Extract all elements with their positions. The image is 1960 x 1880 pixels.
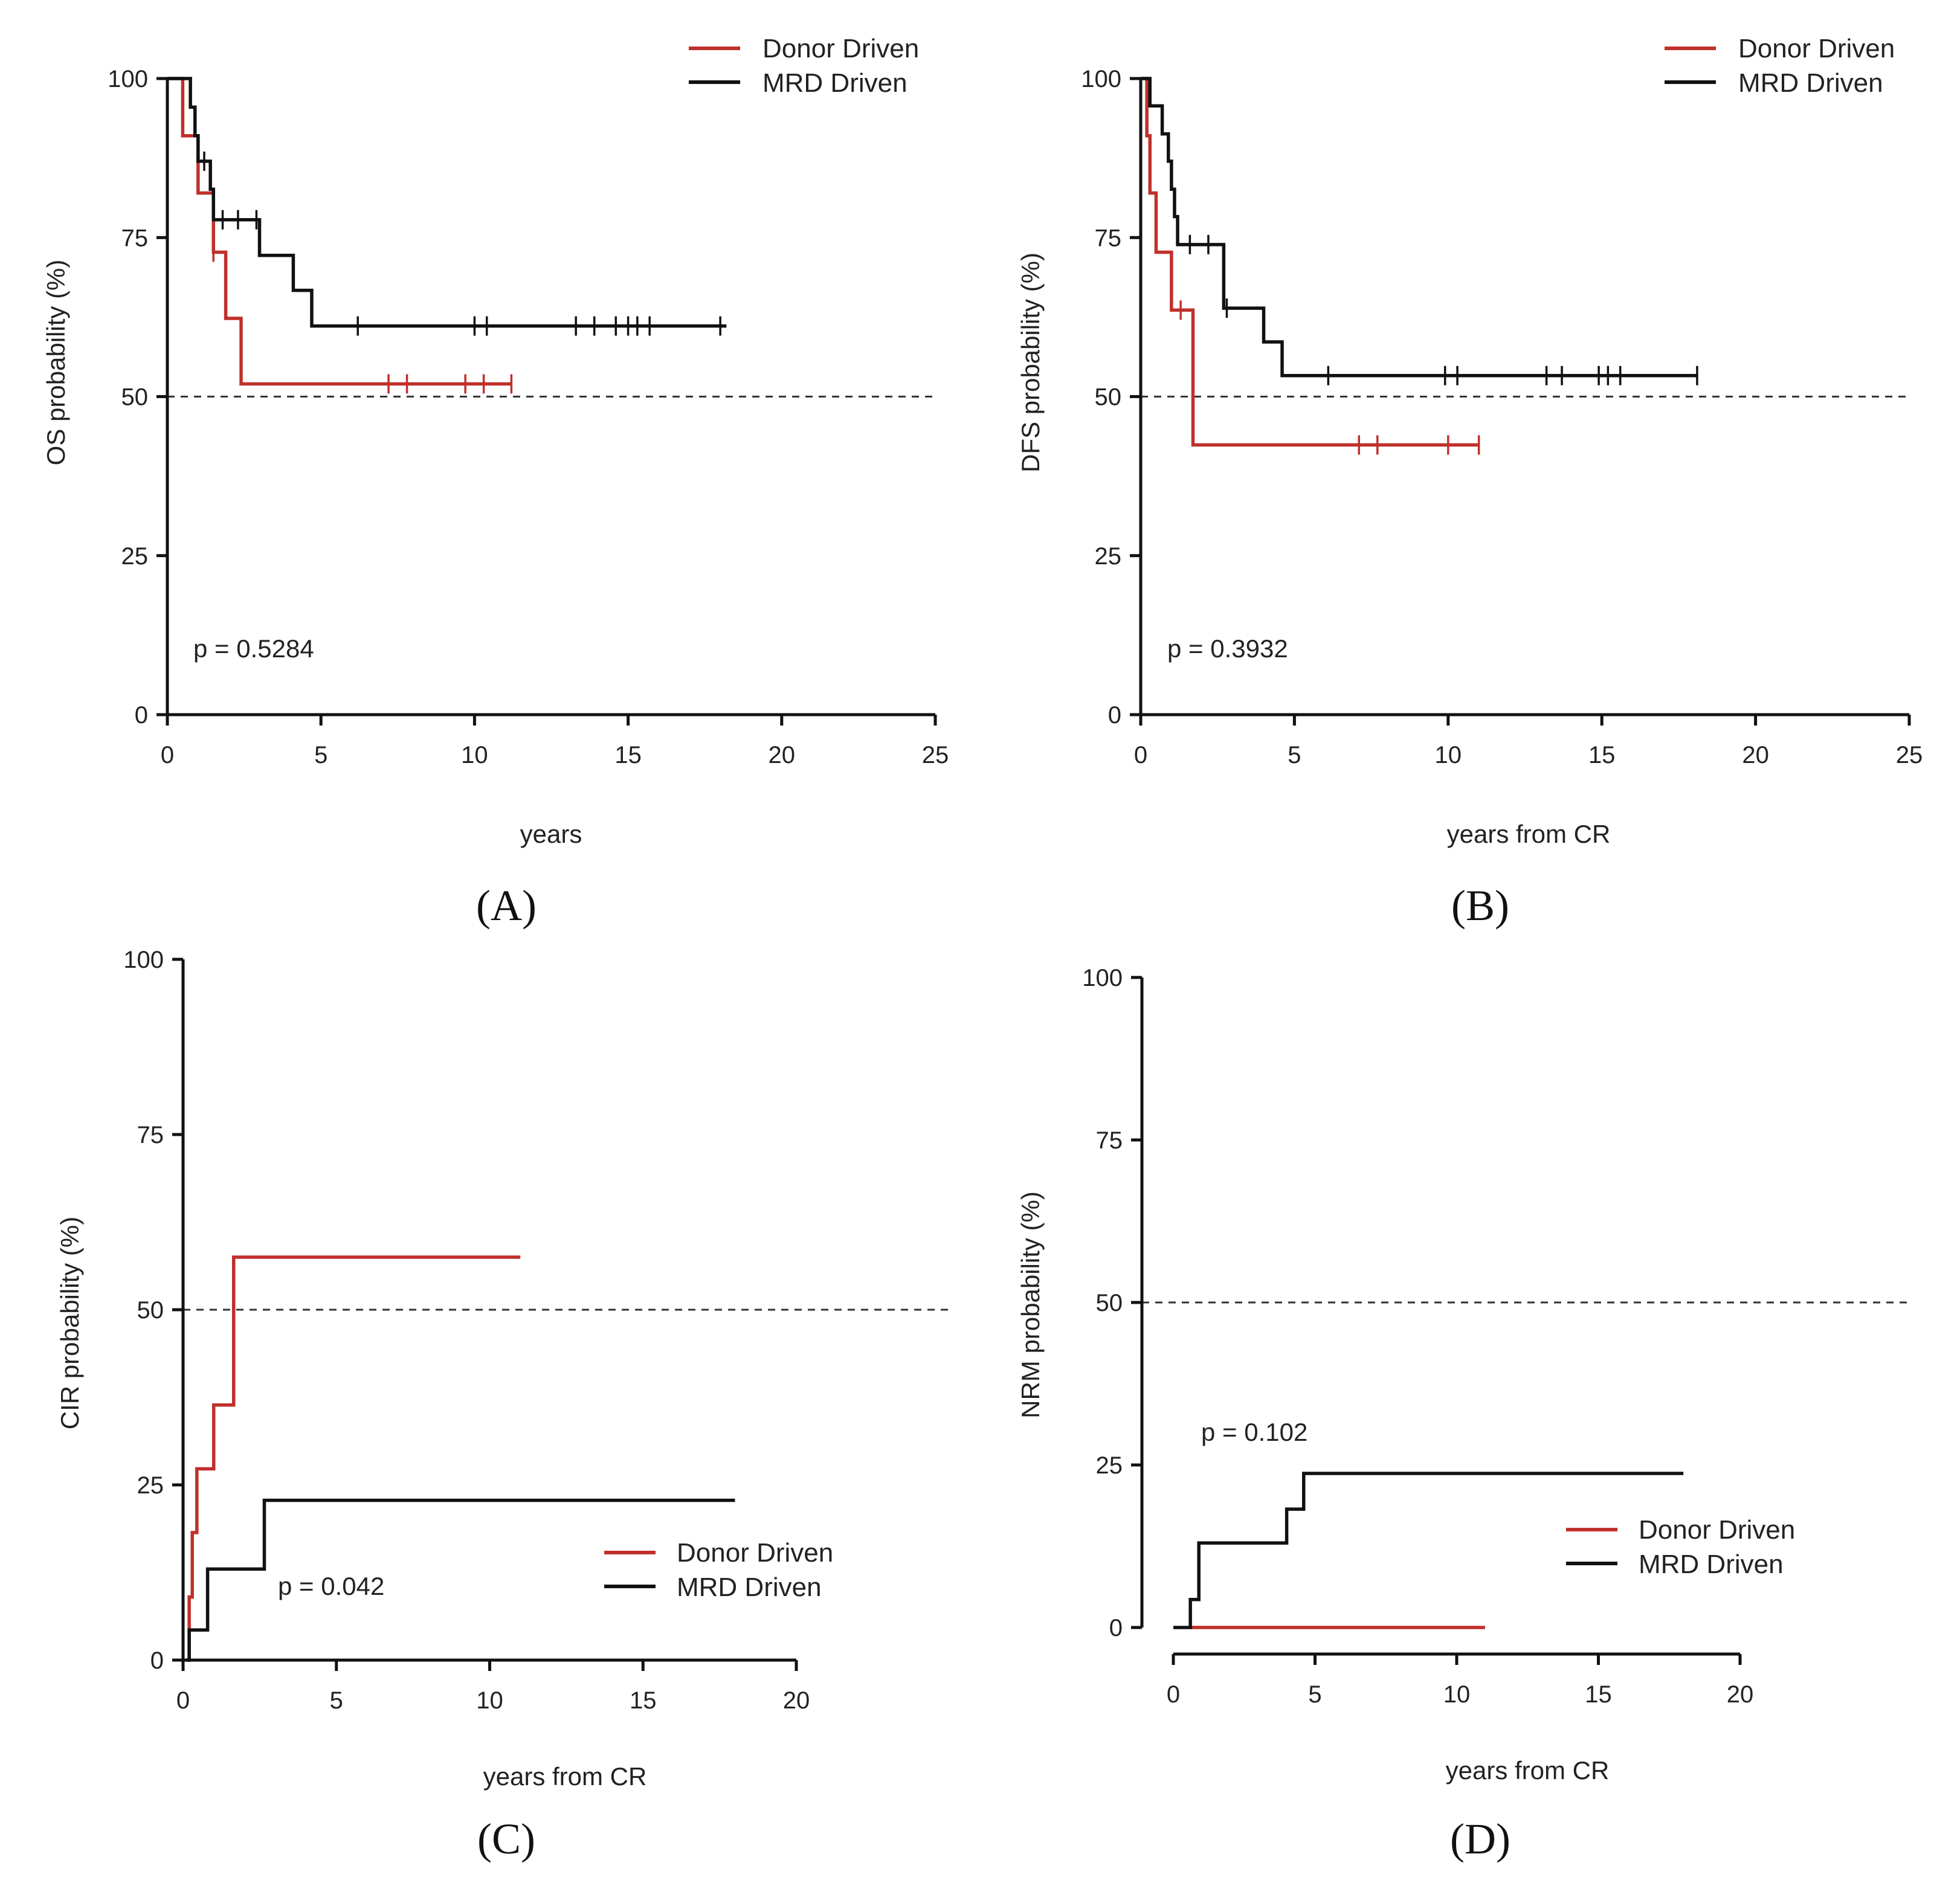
panel-b-x-tick-label: 15 — [1588, 742, 1616, 768]
panel-c-x-tick-label: 15 — [630, 1687, 657, 1714]
panel-a-curve-mrd — [167, 77, 727, 328]
panel-b-x-tick-label: 10 — [1435, 742, 1462, 768]
panel-b-curve-mrd — [1141, 77, 1697, 378]
panel-d-legend-mrd: MRD Driven — [1639, 1550, 1784, 1579]
panel-a-os: OS probability (%) years p = 0.5284 Dono… — [42, 34, 949, 930]
panel-b-y-tick-label: 0 — [1108, 702, 1121, 729]
panel-c-curve-mrd — [186, 1498, 735, 1662]
panel-a-x-tick-label: 15 — [614, 742, 642, 768]
panel-d-curve-mrd — [1173, 1472, 1684, 1629]
panel-b-xlabel: years from CR — [1447, 820, 1611, 848]
panel-b-x-tick-label: 20 — [1742, 742, 1769, 768]
panel-b-curve-donor — [1141, 77, 1479, 447]
panel-b-y-tick-label: 100 — [1081, 66, 1121, 92]
panel-d-label: (D) — [1450, 1815, 1510, 1863]
panel-c-cir: CIR probability (%) years from CR p = 0.… — [56, 947, 950, 1863]
panel-a-legend-mrd: MRD Driven — [762, 68, 907, 98]
panel-a-y-tick-label: 75 — [121, 225, 149, 251]
panel-c-y-tick-label: 25 — [137, 1472, 164, 1499]
panel-a-y-tick-label: 100 — [108, 66, 148, 92]
panel-b-x-tick-label: 25 — [1896, 742, 1923, 768]
panel-d-x-tick-label: 20 — [1727, 1681, 1754, 1708]
panel-b-legend-mrd: MRD Driven — [1738, 68, 1883, 98]
panel-d-xlabel: years from CR — [1446, 1756, 1610, 1785]
panel-c-y-tick-label: 75 — [137, 1122, 164, 1148]
panel-a-y-tick-label: 0 — [135, 702, 148, 729]
panel-a-x-tick-label: 10 — [461, 742, 488, 768]
panel-a-y-tick-label: 50 — [121, 384, 149, 411]
panel-c-label: (C) — [477, 1815, 535, 1863]
panel-c-legend-donor: Donor Driven — [677, 1538, 833, 1568]
panel-a-label: (A) — [476, 881, 537, 930]
panel-c-xlabel: years from CR — [483, 1762, 647, 1791]
panel-b-y-tick-label: 50 — [1095, 384, 1122, 411]
panel-b-y-tick-label: 75 — [1095, 225, 1122, 251]
panel-d-legend-donor: Donor Driven — [1639, 1515, 1795, 1545]
panel-c-curve-donor — [186, 1255, 521, 1662]
panel-d-y-tick-label: 0 — [1109, 1615, 1123, 1641]
panel-c-legend-mrd: MRD Driven — [677, 1573, 822, 1602]
panel-b-x-tick-label: 0 — [1134, 742, 1147, 768]
panel-c-x-tick-label: 10 — [476, 1687, 503, 1714]
panel-c-x-tick-label: 0 — [176, 1687, 190, 1714]
panel-c-legend: Donor Driven MRD Driven — [604, 1538, 833, 1602]
panel-b-dfs: DFS probability (%) years from CR p = 0.… — [1016, 34, 1923, 930]
panel-b-ylabel: DFS probability (%) — [1016, 253, 1045, 472]
panel-a-x-tick-label: 25 — [922, 742, 949, 768]
panel-b-p-value: p = 0.3932 — [1167, 634, 1288, 663]
panel-d-legend: Donor Driven MRD Driven — [1566, 1515, 1795, 1579]
panel-c-y-tick-label: 100 — [123, 947, 164, 973]
panel-b-legend-donor: Donor Driven — [1738, 34, 1895, 63]
panel-a-ylabel: OS probability (%) — [42, 260, 70, 466]
panel-a-curve-donor — [167, 77, 512, 386]
panel-b-label: (B) — [1451, 881, 1509, 930]
panel-c-p-value: p = 0.042 — [278, 1572, 384, 1600]
panel-d-x-tick-label: 15 — [1585, 1681, 1612, 1708]
panel-c-y-tick-label: 0 — [150, 1647, 164, 1674]
panel-a-x-tick-label: 5 — [314, 742, 327, 768]
panel-d-y-tick-label: 75 — [1096, 1127, 1123, 1154]
panel-a-x-tick-label: 0 — [161, 742, 174, 768]
panel-a-x-tick-label: 20 — [769, 742, 796, 768]
panel-d-x-tick-label: 5 — [1308, 1681, 1321, 1708]
panel-c-ylabel: CIR probability (%) — [56, 1217, 84, 1429]
panel-a-legend-donor: Donor Driven — [762, 34, 919, 63]
panel-d-nrm: NRM probability (%) years from CR p = 0.… — [1016, 965, 1909, 1863]
panel-b-x-tick-label: 5 — [1288, 742, 1301, 768]
panel-a-y-tick-label: 25 — [121, 543, 149, 570]
panel-c-y-tick-label: 50 — [137, 1297, 164, 1324]
panel-d-x-tick-label: 0 — [1167, 1681, 1180, 1708]
panel-a-legend: Donor Driven MRD Driven — [689, 34, 919, 98]
panel-b-y-tick-label: 25 — [1095, 543, 1122, 570]
panel-a-xlabel: years — [520, 820, 582, 848]
panel-d-x-tick-label: 10 — [1443, 1681, 1471, 1708]
panel-c-x-tick-label: 20 — [783, 1687, 810, 1714]
panel-a-p-value: p = 0.5284 — [193, 634, 314, 663]
panel-d-ylabel: NRM probability (%) — [1016, 1191, 1045, 1418]
panel-c-x-tick-label: 5 — [330, 1687, 343, 1714]
panel-d-y-tick-label: 100 — [1082, 965, 1123, 991]
panel-b-legend: Donor Driven MRD Driven — [1665, 34, 1895, 98]
panel-d-y-tick-label: 25 — [1096, 1452, 1123, 1479]
panel-d-y-tick-label: 50 — [1096, 1290, 1123, 1316]
panel-d-p-value: p = 0.102 — [1201, 1418, 1307, 1446]
